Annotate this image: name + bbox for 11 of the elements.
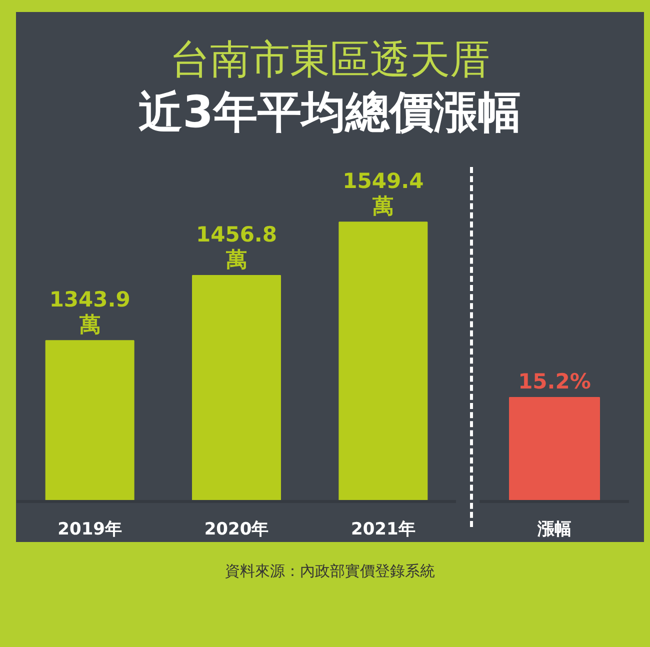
- data-label: 15.2%: [518, 369, 591, 394]
- data-label: 1456.8 萬: [196, 222, 278, 272]
- data-label: 1343.9 萬: [49, 287, 130, 337]
- x-tick-label: 2021年: [351, 520, 416, 540]
- chart-subtitle: 近3年平均總價漲幅: [138, 86, 522, 140]
- x-tick-label: 2019年: [58, 520, 122, 540]
- x-tick-label: 漲幅: [536, 520, 572, 540]
- source-note: 資料來源：內政部實價登錄系統: [224, 561, 436, 582]
- x-tick-label: 2020年: [204, 520, 269, 540]
- data-label: 1549.4 萬: [342, 168, 424, 218]
- chart-title: 台南市東區透天厝: [169, 36, 491, 85]
